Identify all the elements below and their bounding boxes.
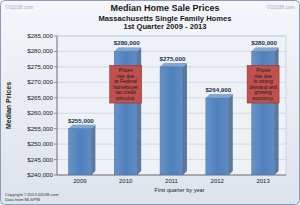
data-label: $255,000 [68,117,94,124]
annotation-box [247,65,279,103]
tick-mark [54,175,57,176]
annotation-box [110,65,142,103]
y-tick-label: $245,000 [27,156,53,163]
x-tick-label: 2013 [256,178,270,184]
data-label: $280,000 [251,39,277,46]
plot-area [57,36,286,175]
bar [68,129,91,175]
x-tick-label: 2009 [73,178,87,184]
credit: Data from MLSPIN [5,197,40,202]
bar [160,67,183,175]
subtitle: 1st Quarter 2009 - 2013 [123,22,206,31]
y-axis [57,36,58,175]
data-label: $264,900 [205,86,231,93]
y-tick-label: $260,000 [27,109,53,116]
tick-mark [54,144,57,145]
tick-mark [54,128,57,129]
title: Median Home Sale Prices [110,3,219,13]
y-tick-label: $250,000 [27,140,53,147]
tick-mark [54,159,57,160]
bar-top-light [252,47,279,51]
watermark: ©02038.com [5,4,33,10]
bar-top [206,94,233,98]
y-tick-label: $280,000 [27,47,53,54]
annotation-text: Pricesrise dueto strongdemand andgrowing… [249,67,277,101]
tick-mark [54,113,57,114]
y-tick-label: $265,000 [27,94,53,101]
tick-mark [54,51,57,52]
x-tick-label: 2011 [165,178,179,184]
bar-top-light [160,63,187,67]
bar-side [229,94,233,175]
bar-side [183,63,187,175]
data-label: $280,000 [114,39,140,46]
x-tick-label: 2010 [119,178,133,184]
bar-top-light [206,94,233,98]
annotation-line: economy. [252,95,273,101]
y-axis-label: Median Prices [5,82,12,129]
tick-mark [54,82,57,83]
y-tick-label: $255,000 [27,125,53,132]
tick-mark [54,97,57,98]
bar-top [252,47,279,51]
bar-top-light [114,47,141,51]
chart: $240,000 $245,000 $250,000 $255,000 $260,000… [0,0,300,205]
tick-mark [54,66,57,67]
grid-line [57,36,286,37]
bar-side-shade [229,94,233,175]
bar-side-shade [91,125,95,175]
x-axis-label: First quarter by year [154,187,204,193]
bar-side-shade [183,63,187,175]
background [1,1,300,205]
annotation-line: stimulus. [116,95,136,101]
y-tick-label: $285,000 [27,32,53,39]
annotation-text: Pricesrise dueto Federalhomebuyertax cre… [113,67,138,101]
bar-side [91,125,95,175]
bar-top-light [68,125,95,129]
labels: $255,000 $280,000 $275,000 $264,900 $280,000… [68,39,279,123]
x-tick-label: 2012 [211,178,225,184]
data-label: $275,000 [160,55,186,62]
y-tick-label: $275,000 [27,63,53,70]
bar-top [160,63,187,67]
watermark: ©02038.com [267,4,295,10]
y-tick-label: $240,000 [27,171,53,178]
bar [206,98,229,175]
bar-top [68,125,95,129]
tick-mark [54,36,57,37]
bars [68,47,278,175]
y-tick-label: $270,000 [27,78,53,85]
bar-top [114,47,141,51]
